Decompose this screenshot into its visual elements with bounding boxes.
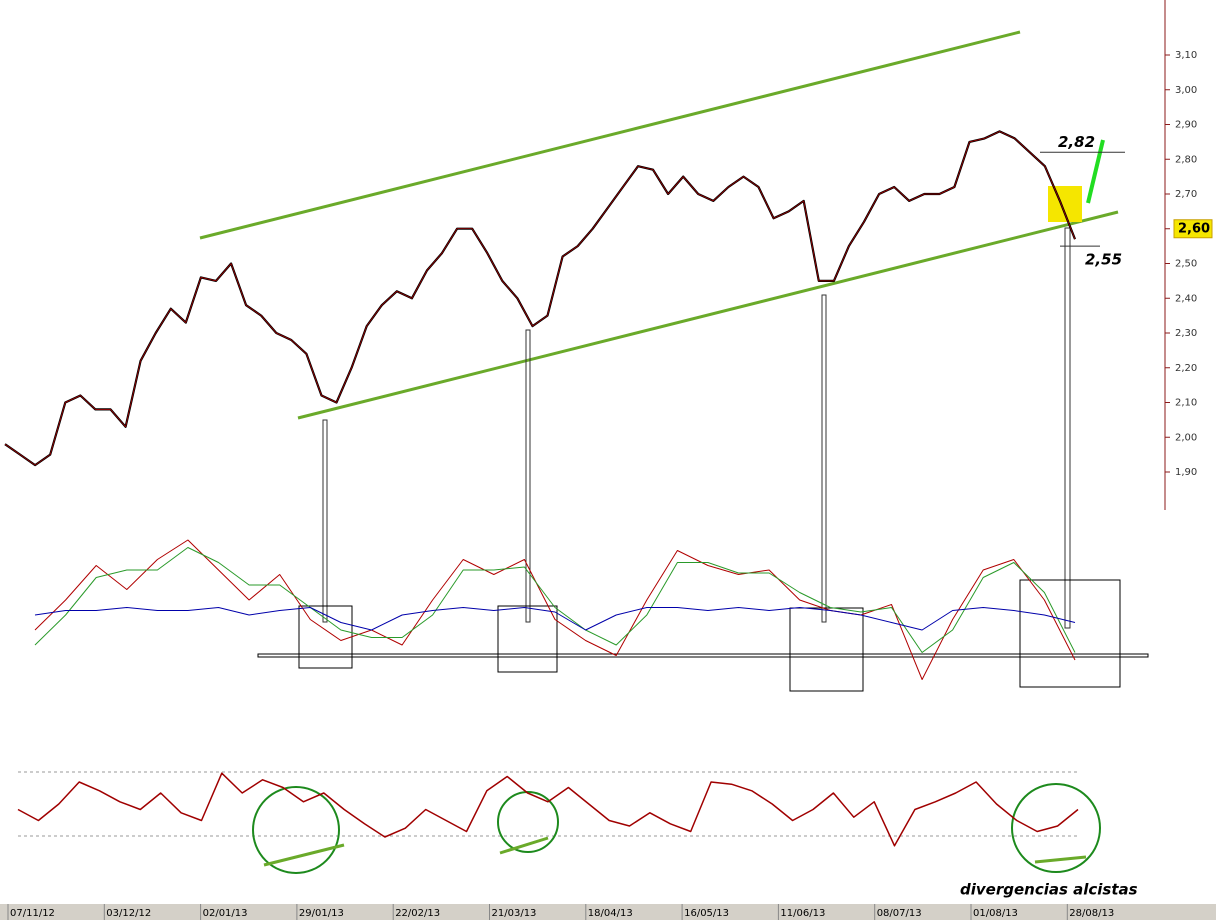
x-tick-label: 02/01/13 [203,908,248,919]
up-arrow-line [1086,139,1105,204]
y-tick-label: 3,10 [1175,50,1197,61]
oscillator-line [34,539,1076,680]
y-tick-label: 2,80 [1175,154,1197,165]
connector [1064,227,1071,629]
oscillator-line [34,547,1076,653]
x-tick-label: 03/12/12 [106,908,151,919]
box [789,607,864,692]
y-tick-label: 2,00 [1175,432,1197,443]
y-tick-label: 2,10 [1175,398,1197,409]
divergence-line [1034,855,1087,864]
x-tick-label: 11/06/13 [780,908,825,919]
channel-top [199,30,1021,240]
y-tick-label: 2,40 [1175,293,1197,304]
channel-bottom [297,210,1119,420]
y-tick-label: 2,20 [1175,363,1197,374]
level-line [257,653,1149,658]
box [1019,579,1121,688]
x-tick-label: 16/05/13 [684,908,729,919]
last-value-label: 2,60 [1178,221,1210,236]
y-tick-label: 2,90 [1175,120,1197,131]
circle [1011,783,1101,873]
x-tick-label: 08/07/13 [877,908,922,919]
y-tick-label: 2,50 [1175,259,1197,270]
last-value-box [1173,219,1213,239]
x-tick-label: 21/03/13 [492,908,537,919]
y-tick-label: 1,90 [1175,467,1197,478]
annotation: divergencias alcistas [960,881,1138,899]
circle [252,786,340,874]
x-tick-label: 22/02/13 [395,908,440,919]
x-tick-label: 07/11/12 [10,908,55,919]
oscillator-line [34,607,1076,631]
y-tick-label: 2,70 [1175,189,1197,200]
rsi-line [17,772,1079,847]
circle [497,791,559,853]
y-tick-label: 2,30 [1175,328,1197,339]
x-axis-strip [0,904,1216,920]
divergence-line [499,836,549,855]
support-label: 2,55 [1085,251,1122,269]
resistance-label: 2,82 [1058,133,1095,151]
x-tick-label: 18/04/13 [588,908,633,919]
y-tick-label: 3,00 [1175,85,1197,96]
divergence-line [263,843,345,867]
x-tick-label: 01/08/13 [973,908,1018,919]
box [497,605,558,673]
connector [525,329,531,623]
x-tick-label: 28/08/13 [1069,908,1114,919]
connector [821,294,827,623]
price-line-inner [4,131,1076,466]
x-tick-label: 29/01/13 [299,908,344,919]
connector [322,419,328,623]
